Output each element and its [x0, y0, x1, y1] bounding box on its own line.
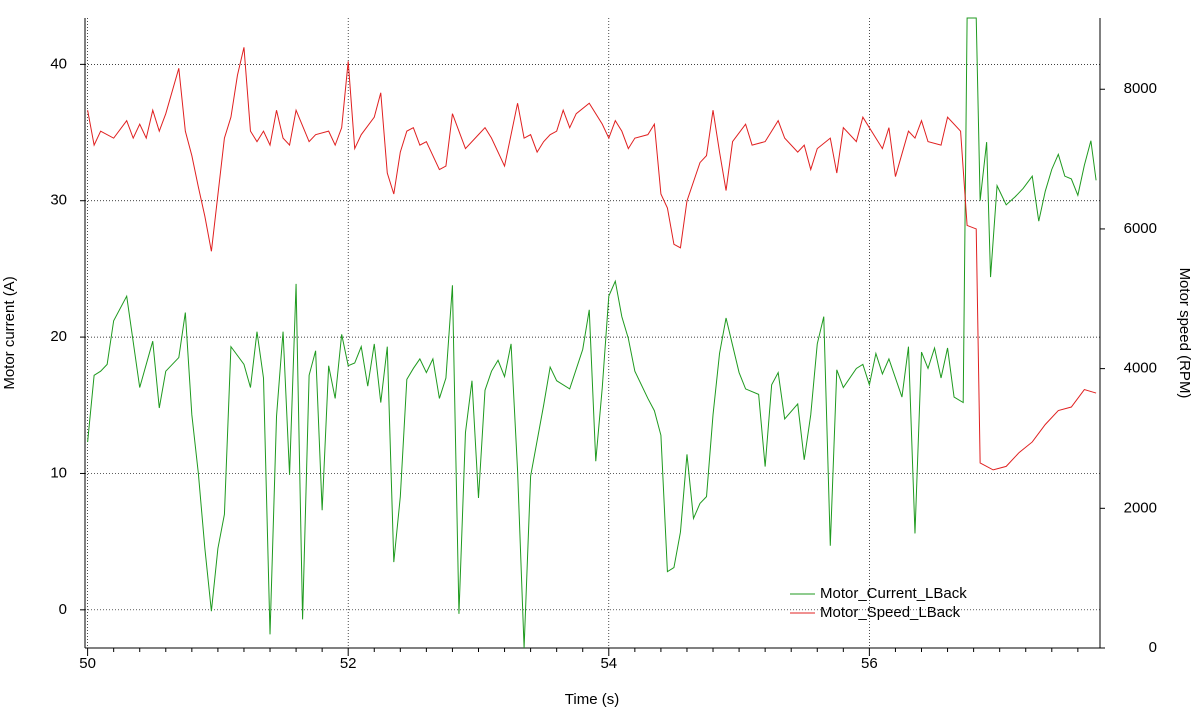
x-tick-label: 56 [861, 655, 878, 672]
x-axis-label: Time (s) [565, 691, 619, 708]
series-line [87, 17, 1097, 649]
y-tick-label: 10 [50, 464, 67, 481]
y2-tick-label: 8000 [1124, 80, 1157, 97]
y-tick-label: 20 [50, 328, 67, 345]
legend-label: Motor_Current_LBack [820, 585, 967, 602]
x-tick-label: 54 [600, 655, 617, 672]
y2-tick-label: 2000 [1124, 499, 1157, 516]
y2-tick-label: 4000 [1124, 360, 1157, 377]
y-axis-label: Motor current (A) [1, 276, 18, 389]
y-tick-label: 0 [59, 601, 67, 618]
y2-tick-label: 0 [1149, 639, 1157, 656]
x-tick-label: 50 [79, 655, 96, 672]
x-tick-label: 52 [340, 655, 357, 672]
y-tick-label: 30 [50, 192, 67, 209]
series-line [87, 47, 1097, 471]
y-tick-label: 40 [50, 55, 67, 72]
legend-label: Motor_Speed_LBack [820, 604, 961, 621]
y2-axis-label: Motor speed (RPM) [1176, 268, 1193, 399]
y2-tick-label: 6000 [1124, 220, 1157, 237]
